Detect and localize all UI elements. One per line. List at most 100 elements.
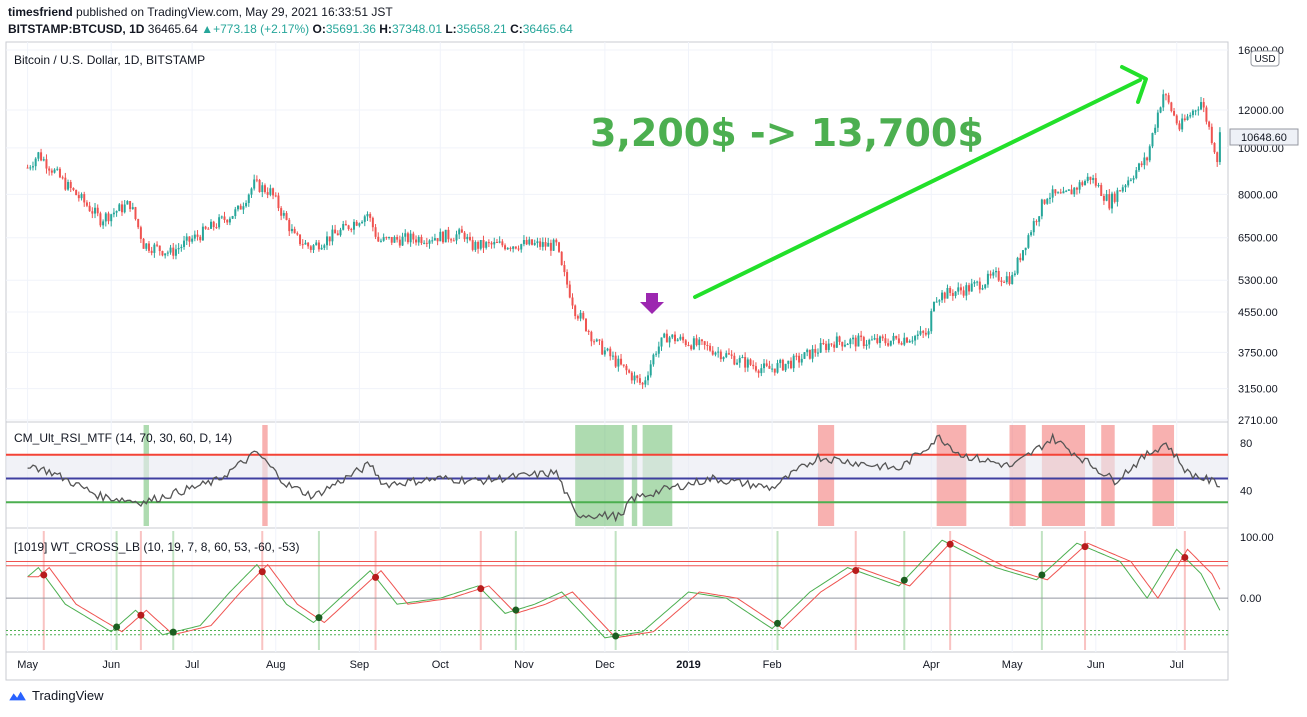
candle-body bbox=[388, 236, 391, 238]
candle-body bbox=[471, 240, 474, 250]
candle-body bbox=[970, 283, 973, 292]
candle-body bbox=[1081, 182, 1084, 186]
candle-body bbox=[973, 282, 976, 284]
candle-body bbox=[892, 335, 895, 341]
trend-arrow-line bbox=[693, 78, 1142, 299]
gain-annotation: 3,200$ -> 13,700$ bbox=[590, 111, 984, 155]
candle-body bbox=[512, 246, 515, 249]
candle-body bbox=[633, 375, 636, 381]
x-tick-label: Jun bbox=[1087, 659, 1105, 671]
candle-body bbox=[107, 213, 110, 222]
candle-body bbox=[941, 292, 944, 301]
price-tick-label: 2710.00 bbox=[1238, 415, 1278, 427]
candle-body bbox=[754, 366, 757, 371]
candle-body bbox=[193, 234, 196, 239]
tradingview-logo-icon bbox=[9, 691, 26, 700]
candle-body bbox=[825, 343, 828, 350]
candle-body bbox=[331, 229, 334, 242]
candle-body bbox=[164, 253, 167, 256]
candle-body bbox=[682, 336, 685, 341]
candle-body bbox=[34, 158, 37, 167]
price-tick-label: 4550.00 bbox=[1238, 307, 1278, 319]
candle-body bbox=[40, 152, 43, 161]
wt-cross-dot bbox=[852, 567, 860, 575]
candle-body bbox=[857, 335, 860, 347]
candle-body bbox=[1189, 115, 1192, 117]
candle-body bbox=[698, 339, 701, 346]
candle-body bbox=[436, 238, 439, 242]
candle-body bbox=[131, 207, 134, 210]
chart-canvas[interactable]: May Jun Jul Aug Sep Oct Nov Dec 2019 Feb Apr May Jun… bbox=[0, 0, 1307, 685]
wt-cross-dot bbox=[946, 540, 954, 548]
candle-body bbox=[841, 341, 844, 347]
candle-body bbox=[922, 331, 925, 333]
candle-body bbox=[58, 168, 61, 178]
candle-body bbox=[862, 337, 865, 346]
candle-body bbox=[374, 227, 377, 237]
candle-body bbox=[379, 240, 382, 242]
candle-body bbox=[307, 242, 310, 247]
candle-body bbox=[536, 241, 539, 244]
candle-body bbox=[317, 242, 320, 250]
candle-body bbox=[99, 213, 102, 226]
candle-body bbox=[1011, 274, 1014, 284]
high-label: H: bbox=[379, 22, 392, 36]
candle-body bbox=[309, 246, 312, 250]
candle-body bbox=[846, 344, 849, 346]
candle-body bbox=[223, 216, 226, 220]
candle-body bbox=[1213, 142, 1216, 153]
candle-body bbox=[1075, 187, 1078, 190]
candle-body bbox=[1032, 221, 1035, 233]
candle-body bbox=[1135, 170, 1138, 179]
candle-body bbox=[444, 229, 447, 243]
candle-body bbox=[1146, 157, 1149, 161]
candle-body bbox=[477, 242, 480, 249]
candle-body bbox=[587, 330, 590, 332]
candle-body bbox=[1191, 110, 1194, 116]
x-tick-label: 2019 bbox=[676, 659, 700, 671]
candle-body bbox=[1202, 102, 1205, 108]
candle-body bbox=[744, 357, 747, 368]
candle-body bbox=[479, 239, 482, 249]
bottom-marker-icon bbox=[640, 293, 664, 314]
candle-body bbox=[1086, 176, 1089, 181]
candle-body bbox=[1043, 199, 1046, 204]
x-tick-label: Apr bbox=[923, 659, 940, 671]
candle-body bbox=[1132, 178, 1135, 180]
x-tick-label: May bbox=[17, 659, 38, 671]
author-name[interactable]: timesfriend bbox=[8, 5, 73, 19]
trend-arrow-head bbox=[1120, 65, 1148, 104]
candle-body bbox=[385, 237, 388, 239]
price-tick-label: 8000.00 bbox=[1238, 189, 1278, 201]
candle-body bbox=[1140, 163, 1143, 166]
candle-body bbox=[382, 237, 385, 241]
candle-body bbox=[404, 233, 407, 237]
candle-body bbox=[544, 242, 547, 247]
candle-body bbox=[490, 242, 493, 245]
candle-body bbox=[315, 242, 318, 246]
candle-body bbox=[231, 216, 234, 219]
currency-tag[interactable] bbox=[1250, 50, 1280, 67]
candle-body bbox=[1062, 191, 1065, 194]
candle-body bbox=[870, 339, 873, 341]
candle-body bbox=[968, 285, 971, 292]
candle-body bbox=[887, 343, 890, 346]
candle-body bbox=[1121, 187, 1124, 192]
wt-cross-dot bbox=[372, 573, 380, 581]
candle-body bbox=[210, 221, 213, 229]
candle-body bbox=[269, 188, 272, 195]
candle-body bbox=[776, 363, 779, 373]
candle-body bbox=[593, 341, 596, 343]
candle-body bbox=[1197, 109, 1200, 111]
candle-body bbox=[981, 288, 984, 290]
candle-body bbox=[679, 336, 682, 340]
candle-body bbox=[849, 339, 852, 345]
footer-brand[interactable]: TradingView bbox=[32, 688, 104, 703]
candle-body bbox=[174, 249, 177, 256]
candle-body bbox=[104, 213, 107, 222]
candle-body bbox=[204, 226, 207, 229]
current-price-tag bbox=[1229, 128, 1299, 146]
candle-body bbox=[460, 229, 463, 233]
candle-body bbox=[1013, 273, 1016, 275]
candle-body bbox=[228, 218, 231, 223]
